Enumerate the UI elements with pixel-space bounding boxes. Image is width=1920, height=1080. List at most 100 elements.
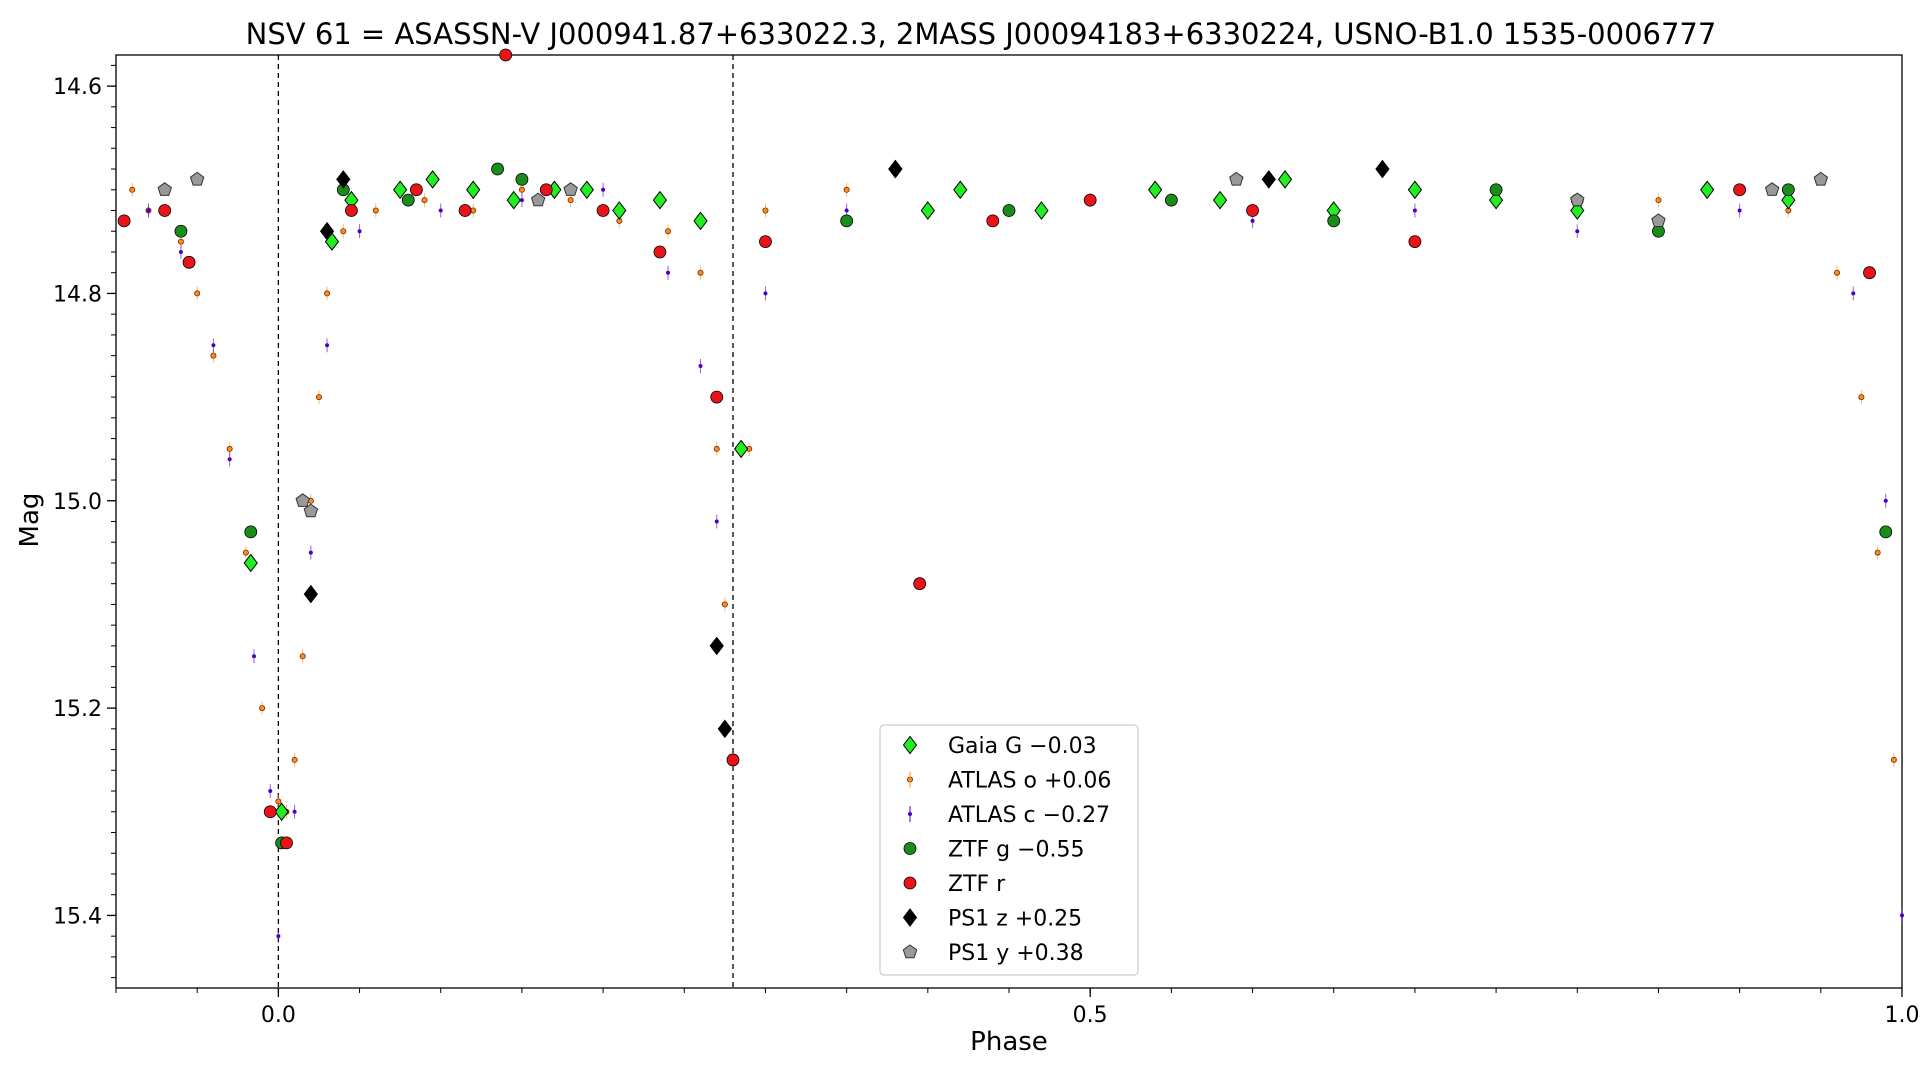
data-point [174, 224, 188, 238]
data-point [340, 228, 347, 235]
legend-box [879, 724, 1139, 976]
phase-reference-lines [277, 55, 734, 988]
data-point [1863, 266, 1876, 280]
legend-label: ZTF r [948, 872, 1006, 897]
data-point [211, 343, 216, 348]
data-point [189, 171, 205, 186]
data-point [666, 270, 671, 275]
data-point [844, 208, 849, 213]
data-point [1375, 159, 1390, 179]
data-point [1407, 180, 1423, 200]
x-axis-ticks: 0.0 0.5 1.0 [115, 988, 1920, 1028]
data-point [920, 201, 935, 220]
data-point [1412, 208, 1417, 213]
series-0 [243, 159, 1796, 822]
data-point [401, 193, 415, 207]
data-point [425, 170, 440, 189]
data-point [243, 553, 258, 573]
data-point [579, 180, 594, 200]
data-point [409, 183, 423, 197]
data-point [1879, 525, 1893, 539]
data-point [698, 364, 703, 368]
data-point [466, 180, 481, 200]
x-tick-label: 0.5 [1073, 1003, 1108, 1028]
data-point [129, 186, 136, 193]
data-point [291, 756, 298, 763]
data-point [843, 186, 850, 193]
data-point [713, 445, 720, 452]
legend: Gaia G −0.03 ATLAS o +0.06 ATLAS c −0.27 ZT… [879, 724, 1139, 976]
data-point [1700, 180, 1715, 200]
series-1 [129, 182, 1897, 819]
series-5 [303, 159, 1390, 739]
y-tick-label: 14.8 [53, 282, 102, 307]
data-point [242, 549, 249, 556]
data-point [1900, 913, 1904, 918]
data-point [1570, 192, 1585, 207]
y-tick-label: 14.6 [53, 75, 102, 100]
x-tick-label: 1.0 [1885, 1003, 1920, 1028]
x-axis-label: Phase [970, 1027, 1048, 1057]
y-tick-label: 15.0 [53, 490, 102, 515]
data-point [567, 197, 574, 204]
data-point [612, 201, 627, 220]
data-point [1733, 183, 1747, 197]
data-point [1261, 170, 1276, 189]
data-point [336, 170, 351, 189]
data-point [299, 653, 306, 660]
data-point [714, 519, 719, 524]
data-point [1737, 208, 1742, 213]
data-points [117, 48, 1904, 944]
data-point [158, 204, 172, 217]
data-point [1858, 394, 1865, 401]
data-point [759, 235, 772, 249]
legend-marker [902, 944, 918, 959]
data-point [491, 162, 504, 176]
data-point [357, 229, 362, 234]
data-point [697, 269, 704, 276]
data-point [1147, 180, 1163, 200]
data-point [263, 805, 277, 819]
data-point [726, 753, 740, 767]
legend-label: ATLAS o +0.06 [948, 769, 1111, 794]
legend-label: PS1 z +0.25 [948, 907, 1082, 932]
chart-title: NSV 61 = ASASSN-V J000941.87+633022.3, 2… [246, 17, 1717, 51]
y-axis-ticks: 14.6 14.8 15.0 15.2 15.4 [53, 64, 116, 979]
data-point [1002, 204, 1016, 217]
data-point [519, 198, 524, 203]
data-point [653, 245, 667, 259]
data-point [733, 439, 749, 459]
data-point [319, 221, 335, 241]
data-point [563, 182, 578, 196]
data-point [146, 208, 151, 213]
data-point [1250, 218, 1255, 223]
data-point [178, 249, 183, 254]
legend-label: ZTF g −0.55 [948, 838, 1085, 863]
y-tick-label: 15.2 [53, 697, 102, 722]
data-point [888, 159, 903, 179]
data-point [1652, 224, 1665, 238]
data-point [1764, 182, 1780, 196]
data-point [438, 208, 443, 213]
data-point [721, 601, 728, 608]
data-point [515, 172, 529, 186]
data-point [717, 719, 732, 739]
data-point [1212, 190, 1228, 210]
legend-label: Gaia G −0.03 [948, 734, 1097, 759]
data-point [275, 798, 282, 805]
data-point [1277, 170, 1293, 189]
data-point [345, 204, 358, 217]
legend-marker [902, 908, 918, 927]
data-point [1246, 204, 1259, 217]
data-point [325, 343, 330, 348]
data-point [259, 705, 266, 712]
data-point [1083, 193, 1097, 207]
data-point [295, 493, 310, 507]
data-point [1164, 193, 1178, 207]
data-point [252, 654, 257, 659]
data-point [693, 211, 708, 231]
data-point [303, 503, 319, 518]
series-3 [174, 162, 1893, 850]
data-point [393, 180, 408, 200]
